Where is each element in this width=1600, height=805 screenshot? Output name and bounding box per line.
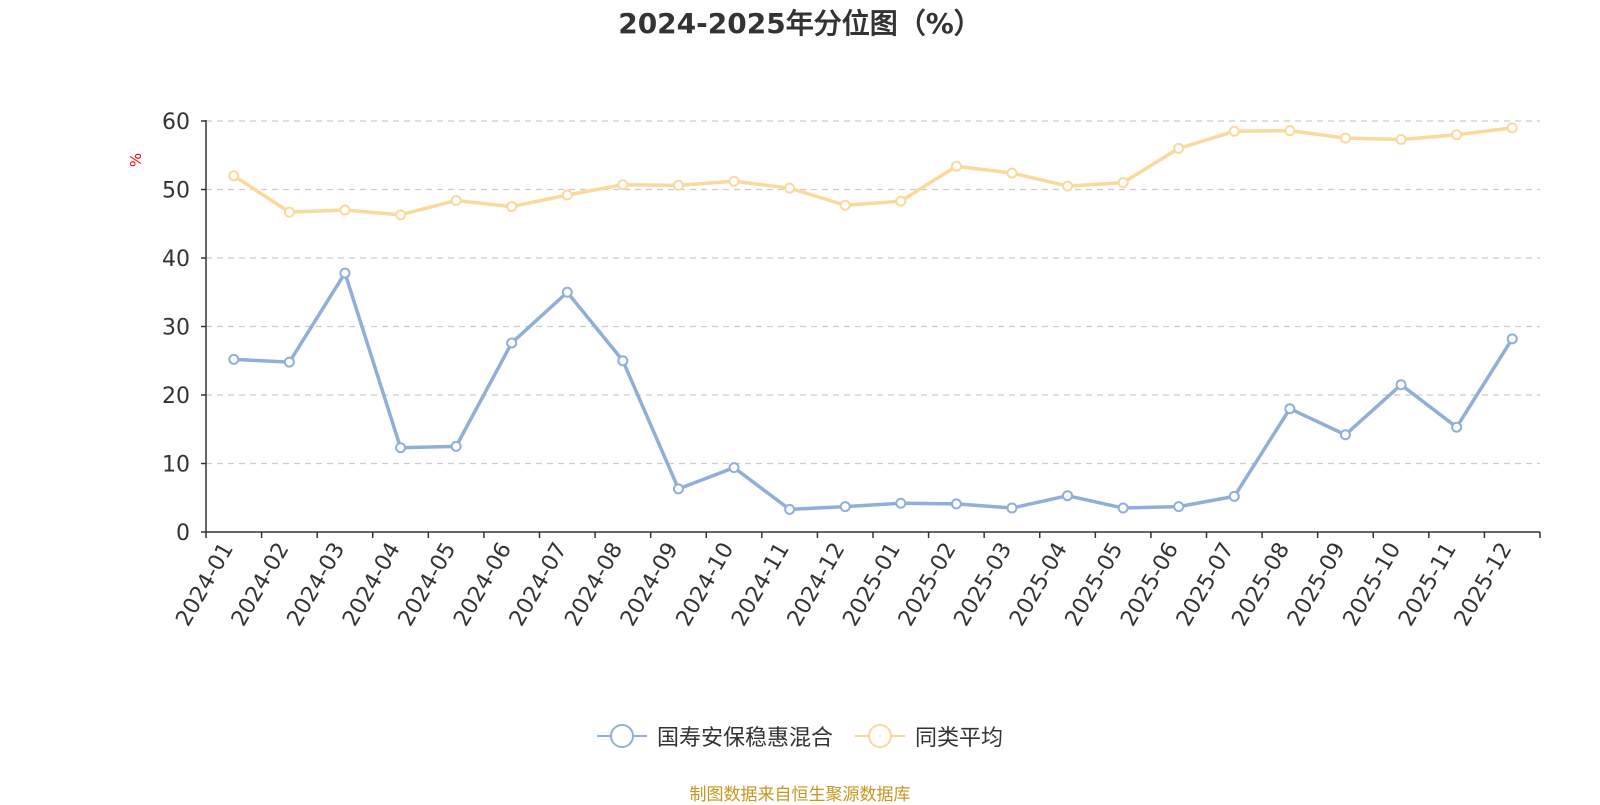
data-point[interactable] [784, 182, 796, 194]
legend-item-fund[interactable]: 国寿安保稳惠混合 [596, 720, 833, 752]
data-point[interactable] [839, 501, 851, 513]
data-point[interactable] [395, 209, 407, 221]
data-point[interactable] [950, 160, 962, 172]
data-point[interactable] [784, 503, 796, 515]
data-point[interactable] [617, 179, 629, 191]
data-point[interactable] [1117, 177, 1129, 189]
data-point[interactable] [506, 337, 518, 349]
legend: 国寿安保稳惠混合 同类平均 [0, 720, 1600, 752]
data-point[interactable] [728, 175, 740, 187]
data-point[interactable] [1006, 167, 1018, 179]
data-point[interactable] [672, 179, 684, 191]
y-tick-label: 0 [176, 521, 190, 546]
legend-line-circle-icon [855, 724, 905, 748]
series-1 [228, 122, 1518, 221]
data-point[interactable] [339, 267, 351, 279]
axes: 01020304050602024-012024-022024-032024-0… [162, 110, 1541, 631]
legend-line-circle-icon [596, 724, 647, 748]
series-line [232, 126, 1513, 217]
data-point[interactable] [672, 483, 684, 495]
grid-lines [206, 120, 1540, 465]
y-axis-label: % [127, 153, 145, 167]
data-point[interactable] [1173, 501, 1185, 513]
y-tick-label: 20 [162, 384, 190, 409]
data-point[interactable] [283, 356, 295, 368]
data-point[interactable] [450, 440, 462, 452]
data-point[interactable] [1395, 379, 1407, 391]
data-point[interactable] [1228, 125, 1240, 137]
data-point[interactable] [1339, 429, 1351, 441]
data-point[interactable] [561, 286, 573, 298]
data-point[interactable] [1284, 403, 1296, 415]
legend-item-peer-average[interactable]: 同类平均 [855, 720, 1003, 752]
data-point[interactable] [450, 194, 462, 206]
source-note: 制图数据来自恒生聚源数据库 [689, 785, 911, 805]
data-point[interactable] [561, 189, 573, 201]
data-point[interactable] [1506, 333, 1518, 345]
data-point[interactable] [950, 498, 962, 510]
data-point[interactable] [1395, 133, 1407, 145]
data-point[interactable] [1062, 180, 1074, 192]
data-point[interactable] [283, 206, 295, 218]
data-point[interactable] [895, 195, 907, 207]
y-tick-label: 40 [162, 247, 190, 272]
data-point[interactable] [1506, 122, 1518, 134]
chart-title: 2024-2025年分位图（%） [618, 7, 982, 40]
legend-label-peer-average: 同类平均 [915, 726, 1004, 751]
data-point[interactable] [1117, 502, 1129, 514]
data-point[interactable] [506, 201, 518, 213]
data-point[interactable] [228, 353, 240, 365]
data-point[interactable] [395, 442, 407, 454]
y-tick-label: 30 [162, 316, 190, 341]
y-tick-label: 10 [162, 453, 190, 478]
series-lines [228, 122, 1518, 515]
data-point[interactable] [1006, 502, 1018, 514]
legend-label-fund: 国寿安保稳惠混合 [656, 726, 833, 751]
data-point[interactable] [895, 497, 907, 509]
data-point[interactable] [728, 462, 740, 474]
data-point[interactable] [1339, 132, 1351, 144]
data-point[interactable] [1451, 421, 1463, 433]
data-point[interactable] [1228, 490, 1240, 502]
data-point[interactable] [839, 199, 851, 211]
series-0 [228, 267, 1518, 515]
data-point[interactable] [228, 170, 240, 182]
data-point[interactable] [1284, 125, 1296, 137]
data-point[interactable] [1173, 142, 1185, 154]
data-point[interactable] [617, 355, 629, 367]
data-point[interactable] [1062, 490, 1074, 502]
y-tick-label: 60 [162, 110, 190, 135]
y-tick-label: 50 [162, 179, 190, 204]
data-point[interactable] [339, 204, 351, 216]
line-chart: 01020304050602024-012024-022024-032024-0… [127, 110, 1541, 631]
data-point[interactable] [1451, 129, 1463, 141]
series-line [233, 271, 1514, 512]
